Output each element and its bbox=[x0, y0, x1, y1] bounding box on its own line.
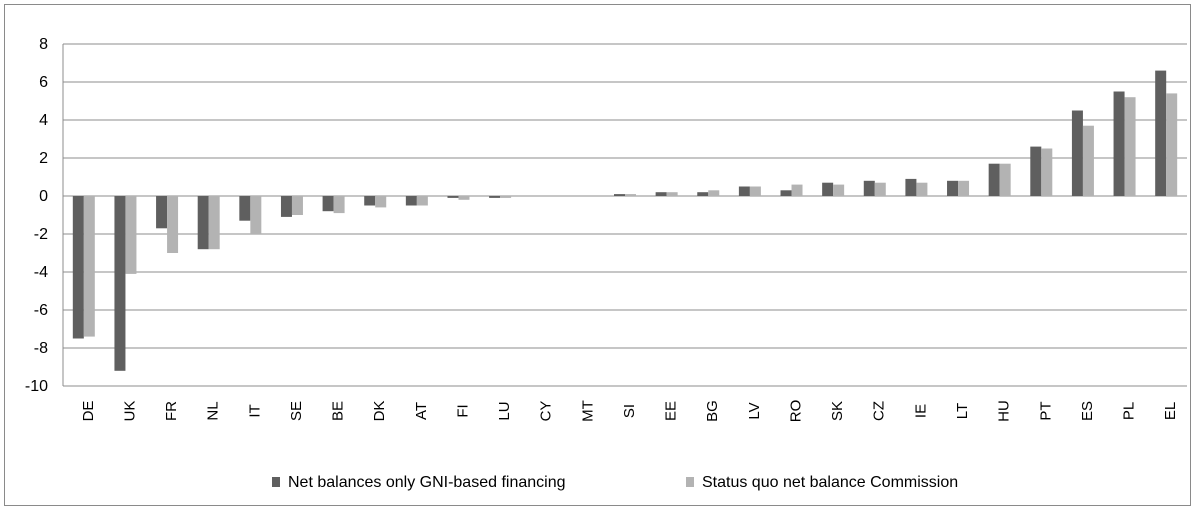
category-label-si: SI bbox=[621, 404, 638, 418]
bar-uk-series-1 bbox=[114, 196, 126, 371]
category-label-cy: CY bbox=[538, 401, 555, 422]
bar-bg-series-1 bbox=[697, 192, 709, 196]
bar-hu-series-1 bbox=[988, 163, 1000, 196]
category-label-sk: SK bbox=[829, 401, 846, 421]
bar-at-series-2 bbox=[416, 196, 428, 206]
bar-ee-series-2 bbox=[666, 192, 678, 196]
bar-el-series-1 bbox=[1155, 70, 1167, 196]
bar-nl-series-2 bbox=[208, 196, 220, 250]
bar-es-series-1 bbox=[1071, 110, 1083, 196]
bar-de-series-2 bbox=[83, 196, 95, 337]
bar-at-series-1 bbox=[405, 196, 417, 206]
y-tick-label: -6 bbox=[34, 302, 48, 319]
bar-lu-series-1 bbox=[489, 196, 501, 198]
y-tick-labels: 8 6 4 2 0 -2 -4 -6 -8 -10 bbox=[25, 36, 48, 395]
y-tick-label: -2 bbox=[34, 226, 48, 243]
category-label-it: IT bbox=[246, 404, 263, 417]
category-label-bg: BG bbox=[704, 400, 721, 422]
bar-dk-series-1 bbox=[364, 196, 376, 206]
category-label-fr: FR bbox=[163, 401, 180, 421]
bar-si-series-1 bbox=[614, 194, 625, 196]
legend-label-series-1: Net balances only GNI-based financing bbox=[288, 474, 566, 491]
bar-ie-series-1 bbox=[905, 178, 917, 196]
bar-pt-series-1 bbox=[1030, 146, 1042, 196]
y-tick-label: -10 bbox=[25, 378, 48, 395]
y-tick-label: -4 bbox=[34, 264, 48, 281]
category-label-ro: RO bbox=[787, 400, 804, 423]
bar-it-series-2 bbox=[250, 196, 262, 234]
category-label-ie: IE bbox=[912, 404, 929, 418]
legend-swatch-series-1 bbox=[272, 477, 280, 487]
bar-fi-series-2 bbox=[458, 196, 470, 200]
bar-nl-series-1 bbox=[197, 196, 209, 250]
y-tick-label: 2 bbox=[39, 150, 48, 167]
category-label-cz: CZ bbox=[871, 401, 888, 421]
category-label-fi: FI bbox=[454, 404, 471, 417]
bar-cz-series-2 bbox=[874, 182, 886, 196]
category-label-at: AT bbox=[413, 402, 430, 420]
legend-label-series-2: Status quo net balance Commission bbox=[702, 474, 958, 491]
bar-lv-series-2 bbox=[749, 186, 761, 196]
bars bbox=[72, 70, 1178, 371]
bar-se-series-2 bbox=[291, 196, 303, 215]
category-label-dk: DK bbox=[371, 401, 388, 422]
bar-se-series-1 bbox=[280, 196, 292, 217]
bar-lv-series-1 bbox=[738, 186, 750, 196]
y-tick-label: 4 bbox=[39, 112, 48, 129]
category-label-be: BE bbox=[330, 401, 347, 421]
category-label-ee: EE bbox=[663, 401, 680, 421]
bar-fr-series-2 bbox=[167, 196, 179, 253]
bar-ro-series-2 bbox=[791, 184, 803, 196]
x-tick-labels: DE UK FR NL IT SE BE DK AT FI LU CY MT SI EE BG LV RO SK CZ… bbox=[80, 400, 1179, 423]
bar-es-series-2 bbox=[1082, 125, 1094, 196]
bar-dk-series-2 bbox=[375, 196, 387, 208]
legend: Net balances only GNI-based financing Sta… bbox=[272, 474, 958, 491]
category-label-lt: LT bbox=[954, 403, 971, 419]
bar-uk-series-2 bbox=[125, 196, 137, 274]
bar-pl-series-2 bbox=[1124, 97, 1136, 196]
category-label-pl: PL bbox=[1121, 402, 1138, 420]
bar-lu-series-2 bbox=[500, 196, 512, 198]
category-label-el: EL bbox=[1162, 402, 1179, 420]
bar-it-series-1 bbox=[239, 196, 251, 221]
bar-de-series-1 bbox=[72, 196, 84, 339]
bar-ee-series-1 bbox=[655, 192, 667, 196]
bar-bg-series-2 bbox=[708, 190, 720, 196]
bar-lt-series-2 bbox=[958, 180, 970, 196]
bar-lt-series-1 bbox=[947, 180, 959, 196]
category-label-uk: UK bbox=[121, 401, 138, 422]
bar-sk-series-2 bbox=[833, 184, 845, 196]
category-label-pt: PT bbox=[1037, 401, 1054, 420]
gridlines bbox=[63, 43, 1187, 387]
bar-si-series-2 bbox=[625, 194, 636, 196]
category-label-mt: MT bbox=[579, 400, 596, 422]
category-label-hu: HU bbox=[996, 400, 1013, 422]
category-label-lu: LU bbox=[496, 401, 513, 420]
bar-sk-series-1 bbox=[822, 182, 834, 196]
category-label-se: SE bbox=[288, 401, 305, 421]
y-tick-label: 6 bbox=[39, 74, 48, 91]
legend-swatch-series-2 bbox=[686, 477, 694, 487]
bar-ie-series-2 bbox=[916, 182, 928, 196]
y-tick-label: 8 bbox=[39, 36, 48, 53]
category-label-de: DE bbox=[80, 401, 97, 422]
bar-hu-series-2 bbox=[999, 163, 1011, 196]
y-tick-label: -8 bbox=[34, 340, 48, 357]
chart-frame bbox=[4, 4, 1191, 506]
bar-fr-series-1 bbox=[156, 196, 168, 229]
bar-pl-series-1 bbox=[1113, 91, 1125, 196]
y-tick-label: 0 bbox=[39, 188, 48, 205]
bar-cz-series-1 bbox=[863, 180, 875, 196]
bar-fi-series-1 bbox=[447, 196, 459, 198]
bar-be-series-1 bbox=[322, 196, 334, 212]
bar-pt-series-2 bbox=[1041, 148, 1053, 196]
bar-be-series-2 bbox=[333, 196, 345, 214]
category-label-es: ES bbox=[1079, 401, 1096, 421]
category-label-lv: LV bbox=[746, 402, 763, 419]
bar-el-series-2 bbox=[1166, 93, 1178, 196]
bar-ro-series-1 bbox=[780, 190, 792, 196]
category-label-nl: NL bbox=[205, 401, 222, 420]
